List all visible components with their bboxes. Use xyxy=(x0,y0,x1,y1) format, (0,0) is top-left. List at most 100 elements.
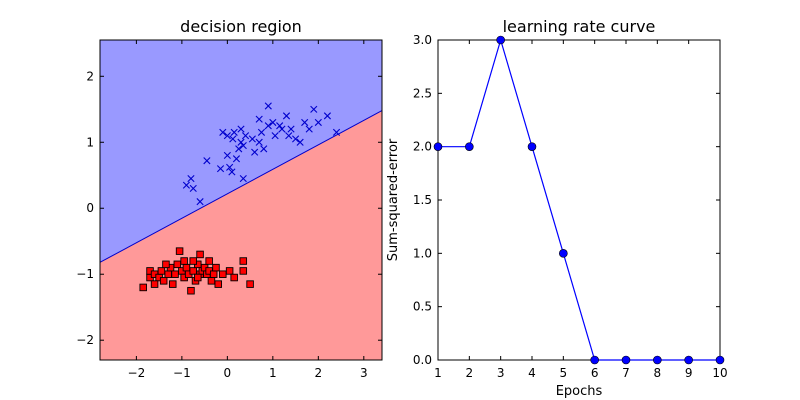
marker-x xyxy=(255,138,263,146)
x-tick-label: 2 xyxy=(315,366,323,380)
data-point xyxy=(527,142,537,151)
marker-square xyxy=(239,257,248,265)
marker-x xyxy=(219,128,227,136)
x-tick-label: −2 xyxy=(128,366,146,380)
marker-x xyxy=(228,168,236,176)
x-tick-label: 2 xyxy=(466,366,474,380)
plot-frame xyxy=(99,39,383,361)
y-tick-label: 2.5 xyxy=(413,86,432,100)
marker-x xyxy=(296,138,304,146)
marker-x xyxy=(196,198,204,206)
marker-x xyxy=(223,132,231,140)
x-axis-label: Epochs xyxy=(556,384,603,399)
marker-square xyxy=(189,267,197,275)
y-tick-label: 0.5 xyxy=(413,300,432,314)
x-tick-label: 4 xyxy=(528,366,536,380)
marker-x xyxy=(257,128,266,136)
data-point xyxy=(715,355,725,365)
data-point xyxy=(684,355,693,365)
marker-square xyxy=(187,286,195,295)
marker-square xyxy=(164,270,172,278)
marker-square xyxy=(157,267,166,275)
marker-x xyxy=(203,157,211,165)
marker-x xyxy=(237,138,245,146)
marker-square xyxy=(180,257,188,265)
marker-square xyxy=(225,267,234,275)
marker-x xyxy=(223,151,231,160)
data-point xyxy=(465,142,474,151)
plot-frame xyxy=(437,39,721,361)
marker-square xyxy=(214,280,223,288)
chart-title-1: decision region xyxy=(180,17,302,36)
x-tick-label: 3 xyxy=(497,366,505,380)
marker-square xyxy=(209,270,218,278)
marker-square xyxy=(139,283,147,292)
marker-x xyxy=(229,135,237,143)
marker-x xyxy=(291,135,300,143)
marker-x xyxy=(276,122,284,130)
marker-x xyxy=(282,112,291,120)
marker-square xyxy=(194,273,202,282)
marker-x xyxy=(235,145,243,153)
marker-x xyxy=(239,174,247,183)
chart-title-2: learning rate curve xyxy=(503,17,656,36)
y-tick-label: 0 xyxy=(86,201,94,215)
marker-x xyxy=(278,125,286,133)
x-tick-label: 10 xyxy=(712,366,727,380)
marker-x xyxy=(269,118,277,127)
y-tick-label: 2 xyxy=(86,69,94,83)
marker-square xyxy=(173,260,182,269)
y-tick-label: 1.0 xyxy=(413,246,432,260)
marker-square xyxy=(182,263,191,272)
data-point xyxy=(559,249,568,258)
y-tick-label: −1 xyxy=(76,267,94,281)
data-point xyxy=(621,355,631,365)
marker-x xyxy=(264,122,272,130)
marker-x xyxy=(251,148,259,156)
decision-region-axes: −2 −1 0 1 2 3 −2 −1 0 1 2 decision region xyxy=(76,17,383,380)
x-tick-label: 3 xyxy=(360,366,368,380)
y-tick-label: 3.0 xyxy=(413,33,432,47)
marker-x xyxy=(255,115,263,123)
marker-x xyxy=(216,165,225,173)
marker-square xyxy=(196,250,204,259)
data-point xyxy=(590,355,599,365)
data-point xyxy=(496,35,505,45)
tick-marks: −2 −1 0 1 2 3 −2 −1 0 1 2 xyxy=(76,40,382,380)
decision-regions xyxy=(100,40,382,360)
marker-x xyxy=(310,105,318,113)
x-tick-label: 0 xyxy=(224,366,232,380)
marker-square xyxy=(159,277,168,285)
x-tick-label: 8 xyxy=(654,366,662,380)
marker-square xyxy=(171,270,179,278)
marker-x xyxy=(264,102,272,110)
marker-square xyxy=(189,257,197,265)
region-lower xyxy=(100,110,382,360)
x-tick-label: 1 xyxy=(434,366,442,380)
error-line xyxy=(438,37,720,361)
marker-x xyxy=(271,132,279,140)
marker-x xyxy=(287,125,295,133)
marker-x xyxy=(248,135,256,143)
marker-x xyxy=(187,174,195,183)
marker-square xyxy=(205,257,213,265)
marker-square xyxy=(169,280,177,288)
marker-x xyxy=(323,112,332,120)
x-tick-label: 5 xyxy=(560,366,568,380)
marker-x xyxy=(230,128,238,136)
marker-square xyxy=(230,273,238,282)
scatter-points xyxy=(139,102,341,295)
marker-square xyxy=(246,280,254,288)
learning-curve-axes: 1 2 3 4 5 6 7 8 9 10 0.0 0.5 1.0 1.5 2.0 2.5 3.0 learnin… xyxy=(386,17,728,399)
marker-x xyxy=(332,128,341,136)
marker-square xyxy=(150,280,159,288)
marker-x xyxy=(301,118,309,127)
decision-boundary xyxy=(100,110,382,263)
marker-square xyxy=(219,270,227,278)
tick-marks: 1 2 3 4 5 6 7 8 9 10 0.0 0.5 1.0 1.5 2.0 2.5 3.0 xyxy=(413,33,728,380)
y-tick-label: 1.5 xyxy=(413,193,432,207)
y-tick-label: 1 xyxy=(86,135,94,149)
data-point xyxy=(433,142,443,151)
marker-square xyxy=(239,267,248,275)
x-tick-label: 1 xyxy=(269,366,277,380)
